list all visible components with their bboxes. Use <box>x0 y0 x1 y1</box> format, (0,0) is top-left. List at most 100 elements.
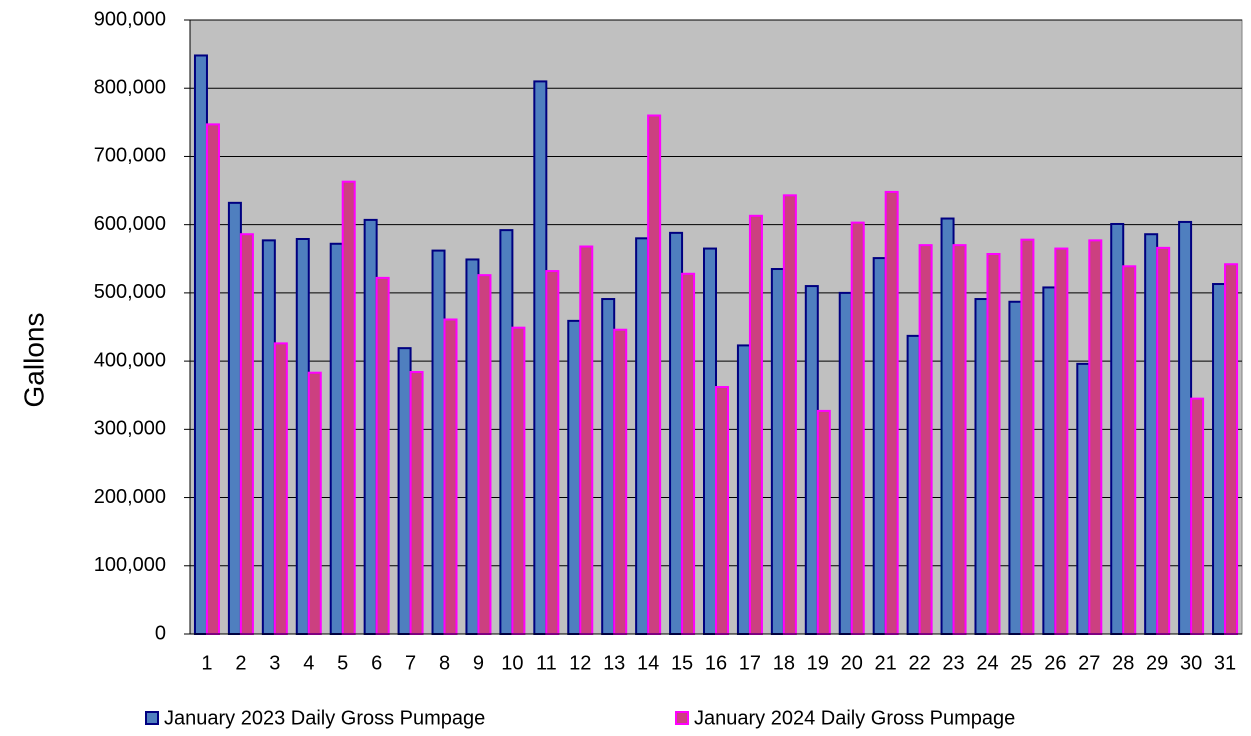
bar <box>567 319 582 635</box>
x-tick-label: 6 <box>371 652 382 674</box>
bar <box>1110 222 1125 636</box>
x-tick-label: 10 <box>501 652 523 674</box>
y-tick-label: 600,000 <box>94 213 166 235</box>
bar <box>579 245 594 635</box>
bar <box>511 326 526 635</box>
bar <box>940 217 955 635</box>
bar <box>499 229 514 635</box>
legend-label: January 2023 Daily Gross Pumpage <box>164 707 485 729</box>
bar <box>443 318 458 635</box>
bar <box>307 371 322 635</box>
y-tick-label: 900,000 <box>94 8 166 30</box>
bar <box>816 409 831 635</box>
legend-swatch <box>675 711 689 725</box>
bar <box>647 114 662 635</box>
bar <box>1190 397 1205 635</box>
bar <box>669 231 684 635</box>
x-tick-label: 21 <box>875 652 897 674</box>
x-tick-label: 1 <box>201 652 212 674</box>
bar <box>884 190 899 635</box>
y-tick-label: 0 <box>155 622 166 644</box>
bar <box>748 214 763 635</box>
legend-label: January 2024 Daily Gross Pumpage <box>694 707 1015 729</box>
x-tick-label: 2 <box>235 652 246 674</box>
bar <box>1122 265 1137 635</box>
bar <box>681 272 696 635</box>
bar <box>601 298 616 635</box>
x-tick-label: 16 <box>705 652 727 674</box>
x-tick-label: 9 <box>473 652 484 674</box>
x-tick-label: 14 <box>637 652 659 674</box>
bar <box>341 180 356 635</box>
bar <box>1156 246 1171 636</box>
bar <box>906 334 921 635</box>
y-tick-label: 200,000 <box>94 486 166 508</box>
bar <box>1212 283 1227 635</box>
bar <box>1008 300 1023 635</box>
bar <box>952 244 967 635</box>
bar <box>1224 263 1239 635</box>
bar <box>703 247 717 636</box>
bar <box>1144 233 1159 635</box>
y-tick-label: 100,000 <box>94 554 166 576</box>
bar <box>227 201 242 636</box>
x-tick-label: 20 <box>841 652 863 674</box>
bar <box>193 54 208 635</box>
y-tick-label: 400,000 <box>94 349 166 371</box>
x-tick-label: 5 <box>337 652 348 674</box>
x-tick-label: 22 <box>908 652 930 674</box>
x-tick-label: 26 <box>1044 652 1066 674</box>
x-tick-label: 4 <box>303 652 314 674</box>
y-tick-label: 800,000 <box>94 77 166 99</box>
x-tick-label: 27 <box>1078 652 1100 674</box>
bar <box>1076 362 1091 635</box>
x-tick-label: 24 <box>976 652 998 674</box>
bar <box>363 218 378 635</box>
y-tick-label: 700,000 <box>94 145 166 167</box>
x-tick-label: 29 <box>1146 652 1168 674</box>
bar <box>261 239 276 635</box>
bar <box>239 233 254 635</box>
bar <box>1178 220 1193 635</box>
bar <box>850 221 865 635</box>
bar <box>477 274 492 635</box>
x-tick-label: 11 <box>536 652 557 674</box>
bar <box>1042 286 1057 635</box>
y-axis-label: Gallons <box>18 313 49 408</box>
bar <box>409 371 424 635</box>
bar <box>635 237 650 636</box>
bar <box>770 268 785 635</box>
x-tick-label: 13 <box>603 652 625 674</box>
y-tick-label: 300,000 <box>94 418 166 440</box>
x-tick-label: 17 <box>739 652 761 674</box>
x-tick-label: 23 <box>942 652 964 674</box>
bar <box>465 258 480 635</box>
bar <box>431 249 446 635</box>
x-tick-label: 8 <box>439 652 450 674</box>
x-tick-label: 19 <box>807 652 829 674</box>
bar <box>1054 247 1069 636</box>
bar <box>872 257 887 635</box>
bar <box>613 328 628 635</box>
bar <box>838 291 853 635</box>
x-tick-label: 31 <box>1214 652 1236 674</box>
legend-swatch <box>145 711 159 725</box>
bar <box>1020 238 1035 635</box>
bar <box>397 347 412 635</box>
bar <box>804 285 819 635</box>
bar <box>533 80 548 635</box>
x-tick-label: 25 <box>1010 652 1032 674</box>
x-tick-label: 18 <box>773 652 795 674</box>
y-tick-label: 500,000 <box>94 281 166 303</box>
x-tick-label: 3 <box>269 652 280 674</box>
x-tick-label: 30 <box>1180 652 1202 674</box>
bar <box>273 342 288 635</box>
bar <box>545 270 560 635</box>
x-tick-label: 15 <box>671 652 693 674</box>
bar <box>205 123 220 635</box>
bar <box>918 244 933 635</box>
bar <box>715 386 729 635</box>
bar <box>295 237 310 635</box>
bar <box>329 242 344 635</box>
